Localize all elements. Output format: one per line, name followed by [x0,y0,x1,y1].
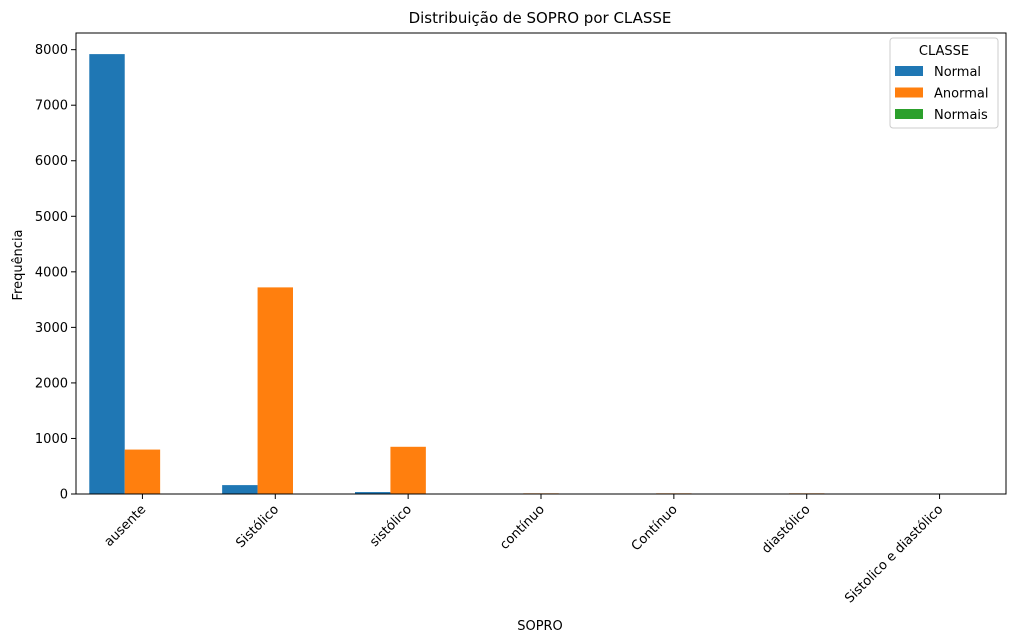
legend-label-normais: Normais [934,108,988,123]
legend-swatch-normal [895,66,923,76]
bar-normal-1 [222,485,258,494]
y-tick-label-6: 6000 [35,154,68,169]
bar-normal-0 [89,54,125,495]
y-axis: 0 1000 2000 3000 4000 5000 6000 7000 8000 [35,43,76,503]
bar-normal-2 [355,492,391,494]
x-tick-label-3: contínuo [497,502,548,553]
legend-label-normal: Normal [934,65,981,80]
legend-label-anormal: Anormal [934,87,988,102]
legend-swatch-anormal [895,87,923,98]
legend-title: CLASSE [919,44,969,59]
legend: CLASSE Normal Anormal Normais [889,37,999,129]
x-axis-label: SOPRO [517,619,563,634]
plot-area [75,32,1007,495]
x-tick-label-0: ausente [102,502,150,550]
chart-title: Distribuição de SOPRO por CLASSE [409,9,672,27]
x-tick-label-4: Contínuo [629,502,681,554]
bar-anormal-2 [390,446,426,494]
y-tick-label-3: 3000 [35,321,68,336]
legend-box [889,37,999,129]
y-tick-label-8: 8000 [35,43,68,58]
x-tick-label-1: Sistólico [233,502,282,551]
bar-anormal-1 [257,287,293,494]
y-axis-label: Frequência [11,229,26,300]
x-tick-label-5: diastólico [759,502,813,556]
y-tick-label-4: 4000 [35,265,68,280]
legend-swatch-normais [895,109,923,119]
plot-frame [75,32,1007,495]
y-tick-label-2: 2000 [35,376,68,391]
bar-anormal-0 [124,449,161,494]
y-tick-label-5: 5000 [35,210,68,225]
y-tick-label-0: 0 [60,488,68,503]
x-tick-label-6: Sistolico e diastólico [842,502,946,606]
y-tick-label-7: 7000 [35,99,68,114]
x-axis: ausente Sistólico sistólico contínuo Contínu… [102,494,946,606]
x-tick-label-2: sistólico [367,502,415,550]
y-tick-label-1: 1000 [35,432,68,447]
